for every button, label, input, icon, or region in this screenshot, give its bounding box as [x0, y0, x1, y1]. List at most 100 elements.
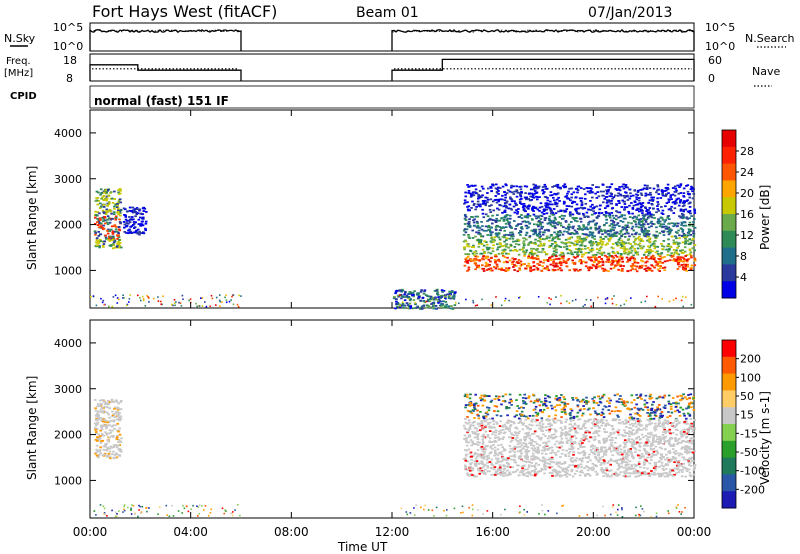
- scatter-cell: [502, 428, 505, 431]
- scatter-cell: [580, 469, 583, 472]
- scatter-cell: [118, 411, 121, 414]
- scatter-cell: [568, 187, 571, 190]
- scatter-cell: [486, 234, 489, 236]
- scatter-cell: [599, 464, 603, 466]
- colorbar-swatch: [722, 247, 736, 265]
- scatter-cell: [131, 206, 135, 209]
- scatter-cell: [635, 218, 639, 221]
- colorbar-swatch: [722, 230, 736, 249]
- scatter-cell: [116, 207, 120, 210]
- scatter-cell: [689, 201, 692, 204]
- scatter-cell: [484, 202, 487, 205]
- scatter-cell: [624, 232, 627, 235]
- scatter-cell: [509, 231, 512, 234]
- scatter-cell: [639, 239, 643, 242]
- scatter-cell: [666, 439, 669, 442]
- scatter-cell: [652, 467, 656, 469]
- scatter-cell: [105, 221, 109, 224]
- scatter-cell: [503, 240, 506, 243]
- ground-cell: [225, 294, 227, 297]
- scatter-cell: [571, 475, 575, 478]
- scatter-cell: [666, 217, 669, 219]
- scatter-cell: [555, 395, 558, 397]
- scatter-cell: [496, 422, 499, 425]
- scatter-cell: [484, 213, 488, 216]
- scatter-cell: [687, 394, 690, 396]
- scatter-cell: [608, 185, 612, 188]
- scatter-cell: [108, 221, 112, 224]
- scatter-cell: [652, 258, 656, 261]
- scatter-cell: [538, 424, 542, 427]
- scatter-cell: [444, 295, 447, 298]
- scatter-cell: [603, 453, 606, 456]
- scatter-cell: [504, 243, 508, 246]
- scatter-cell: [486, 192, 489, 194]
- scatter-cell: [631, 264, 635, 267]
- scatter-cell: [687, 459, 690, 462]
- scatter-cell: [467, 220, 471, 223]
- scatter-cell: [646, 406, 649, 409]
- scatter-cell: [506, 458, 509, 461]
- scatter-cell: [610, 223, 613, 225]
- scatter-cell: [606, 462, 610, 464]
- scatter-cell: [138, 209, 141, 212]
- ground-cell: [584, 304, 586, 306]
- scatter-cell: [689, 418, 693, 420]
- scatter-cell: [569, 211, 572, 214]
- scatter-cell: [541, 248, 545, 250]
- scatter-cell: [529, 188, 533, 191]
- scatter-cell: [656, 222, 660, 224]
- scatter-cell: [533, 242, 536, 245]
- scatter-cell: [636, 237, 639, 240]
- scatter-cell: [643, 442, 647, 445]
- scatter-cell: [517, 253, 521, 256]
- scatter-cell: [640, 433, 644, 436]
- scatter-cell: [416, 292, 419, 295]
- scatter-cell: [670, 252, 673, 254]
- scatter-cell: [589, 418, 592, 421]
- scatter-cell: [405, 302, 409, 304]
- scatter-cell: [511, 433, 514, 436]
- scatter-cell: [398, 289, 401, 292]
- scatter-cell: [107, 452, 111, 455]
- scatter-cell: [621, 461, 624, 464]
- scatter-cell: [624, 404, 628, 407]
- scatter-cell: [534, 473, 537, 476]
- scatter-cell: [495, 263, 499, 266]
- scatter-cell: [466, 208, 470, 211]
- scatter-cell: [545, 267, 549, 270]
- scatter-cell: [403, 299, 407, 302]
- scatter-cell: [615, 430, 619, 433]
- scatter-cell: [416, 305, 420, 308]
- scatter-cell: [104, 222, 107, 225]
- scatter-cell: [687, 464, 691, 466]
- scatter-cell: [637, 218, 641, 221]
- scatter-cell: [651, 250, 654, 253]
- scatter-cell: [618, 465, 622, 468]
- scatter-cell: [487, 248, 490, 250]
- scatter-cell: [550, 446, 554, 449]
- scatter-cell: [504, 196, 507, 199]
- scatter-cell: [670, 235, 674, 238]
- scatter-cell: [687, 202, 691, 205]
- scatter-cell: [505, 269, 509, 272]
- ground-cell: [225, 301, 228, 304]
- scatter-cell: [650, 455, 654, 458]
- scatter-cell: [675, 423, 679, 426]
- scatter-cell: [521, 428, 525, 431]
- scatter-cell: [399, 293, 403, 296]
- scatter-cell: [524, 224, 528, 227]
- scatter-cell: [525, 435, 529, 438]
- scatter-cell: [629, 243, 632, 245]
- scatter-cell: [94, 452, 97, 455]
- scatter-cell: [506, 214, 509, 216]
- scatter-cell: [684, 255, 687, 257]
- scatter-cell: [548, 396, 551, 399]
- scatter-cell: [630, 472, 633, 475]
- scatter-cell: [537, 215, 540, 218]
- scatter-cell: [587, 457, 590, 459]
- scatter-cell: [108, 237, 111, 240]
- scatter-cell: [537, 185, 541, 188]
- scatter-cell: [501, 211, 504, 214]
- scatter-cell: [96, 197, 100, 199]
